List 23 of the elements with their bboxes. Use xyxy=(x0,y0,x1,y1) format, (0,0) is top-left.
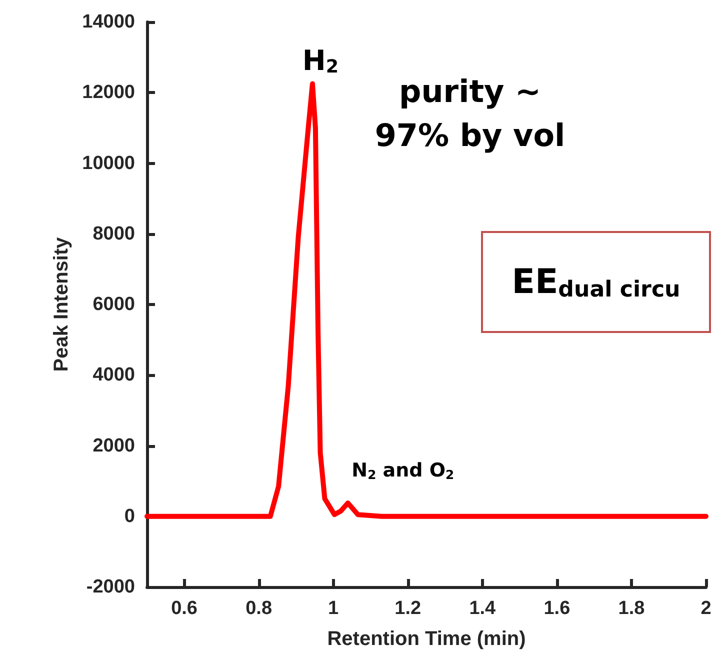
x-tick-label: 0.8 xyxy=(246,598,272,619)
y-tick-label: 2000 xyxy=(92,435,135,456)
annotation: N2 and O2 xyxy=(352,460,454,482)
x-axis-title: Retention Time (min) xyxy=(327,628,526,650)
y-tick-label: 4000 xyxy=(92,364,135,386)
y-tick-label: 6000 xyxy=(92,294,135,315)
y-tick-label: 14000 xyxy=(82,12,135,32)
y-tick-label: 10000 xyxy=(82,152,135,174)
x-tick-label: 1.8 xyxy=(618,598,645,619)
annotation: EEdual circu xyxy=(512,262,680,303)
x-tick-label: 1 xyxy=(328,598,340,619)
x-tick-label: 1.4 xyxy=(469,598,496,619)
y-axis-title: Peak Intensity xyxy=(50,236,72,372)
y-tick-label: -2000 xyxy=(86,576,135,598)
annotation: H2 xyxy=(302,44,339,78)
y-tick-label: 0 xyxy=(124,506,135,527)
x-tick-label: 1.2 xyxy=(394,598,422,619)
y-tick-label: 12000 xyxy=(82,82,135,104)
x-tick-label: 0.6 xyxy=(171,598,198,619)
x-tick-label: 2 xyxy=(700,598,712,619)
x-tick-label: 1.6 xyxy=(544,598,570,619)
annotation: purity ~ 97% by vol xyxy=(374,74,566,154)
y-tick-label: 8000 xyxy=(92,223,135,244)
